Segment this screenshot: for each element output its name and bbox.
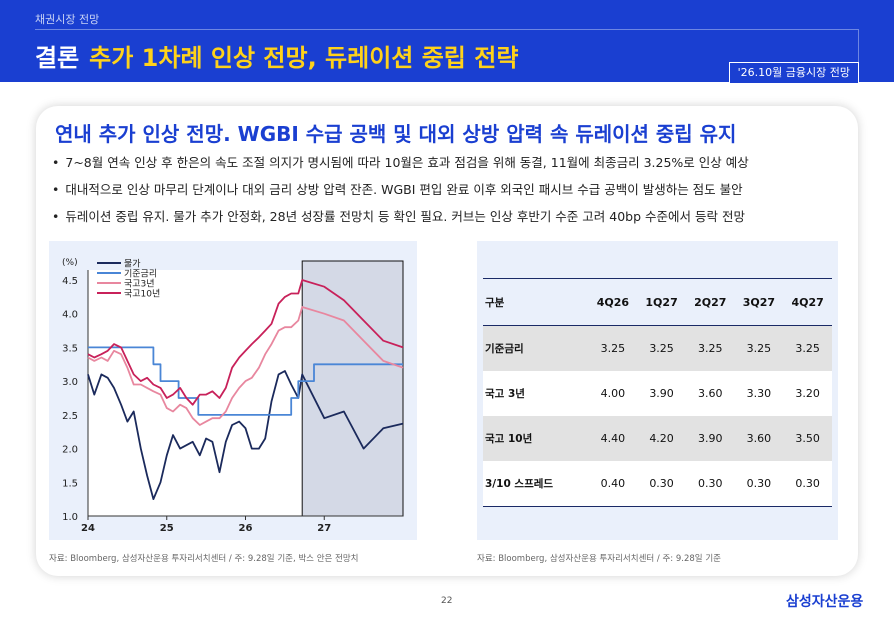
table-row: 국고 3년 4.00 3.90 3.60 3.30 3.20 [483,371,832,416]
table-cell: 3.30 [734,371,784,416]
table-cell: 3.25 [637,325,686,371]
legend-label: 국고10년 [124,289,160,300]
series-line [87,306,404,426]
table-header-cell: 1Q27 [637,278,686,326]
table-cell: 4.40 [588,416,638,461]
table-cell: 0.30 [783,461,832,507]
table-cell: 0.30 [685,461,735,507]
y-tick-label: 4.5 [62,276,78,287]
page-title: 결론 추가 1차례 인상 전망, 듀레이션 중립 전략 [35,38,518,73]
y-tick-label: 4.0 [62,310,78,321]
table-panel: 구분 4Q26 1Q27 2Q27 3Q27 4Q27 기준금리 3.25 3.… [477,241,838,540]
header-divider [35,29,859,30]
series-line [87,279,404,406]
bullet-item: 듀레이션 중립 유지. 물가 추가 안정화, 28년 성장률 전망치 등 확인 … [52,208,749,235]
table-cell: 3.60 [685,371,735,416]
rate-chart: 4.5 4.0 3.5 3.0 2.5 2.0 1.5 1.0 (%) 24 25 26 27 물가기준금… [62,258,404,534]
table-row-label: 3/10 스프레드 [483,461,589,507]
table-header-row: 구분 4Q26 1Q27 2Q27 3Q27 4Q27 [483,278,832,326]
series-line [87,370,404,501]
legend-label: 물가 [124,259,141,270]
y-tick-label: 2.5 [62,411,78,422]
table-row: 기준금리 3.25 3.25 3.25 3.25 3.25 [483,325,832,371]
forecast-box [301,260,404,517]
header-frame [0,29,859,82]
x-tick-label: 26 [239,523,253,534]
table-cell: 3.90 [685,416,735,461]
table-cell: 4.20 [637,416,686,461]
table-cell: 3.25 [734,325,784,371]
table-cell: 3.90 [637,371,686,416]
y-tick-label: 1.5 [62,478,78,489]
y-tick-label: 3.0 [62,377,78,388]
table-cell: 4.00 [588,371,638,416]
table-header-cell: 구분 [483,278,589,326]
bullet-list: 7~8월 연속 인상 후 한은의 속도 조절 의지가 명시됨에 따라 10월은 … [52,154,749,235]
source-note-chart: 자료: Bloomberg, 삼성자산운용 투자리서치센터 / 주: 9.28일… [49,554,359,564]
page-title-text: 추가 1차례 인상 전망, 듀레이션 중립 전략 [89,44,519,72]
bullet-item: 대내적으로 인상 마무리 단계이나 대외 금리 상방 압력 잔존. WGBI 편… [52,181,749,208]
table-cell: 0.40 [588,461,638,507]
section-label: 채권시장 전망 [35,13,100,26]
card-title: 연내 추가 인상 전망. WGBI 수급 공백 및 대외 상방 압력 속 듀레이… [55,122,737,146]
series-line [88,346,403,416]
legend-label: 국고3년 [124,279,155,290]
table-header-cell: 4Q27 [783,278,832,326]
y-tick-label: 2.0 [62,445,78,456]
table-header-cell: 3Q27 [734,278,784,326]
bullet-item: 7~8월 연속 인상 후 한은의 속도 조절 의지가 명시됨에 따라 10월은 … [52,154,748,181]
table-cell: 3.25 [685,325,735,371]
date-tag: '26.10월 금융시장 전망 [728,62,859,84]
table-row-label: 국고 3년 [483,371,589,416]
table-cell: 3.20 [783,371,832,416]
source-note-table: 자료: Bloomberg, 삼성자산운용 투자리서치센터 / 주: 9.28일… [477,554,721,564]
table-cell: 0.30 [734,461,784,507]
table-row: 국고 10년 4.40 4.20 3.90 3.60 3.50 [483,416,832,461]
y-tick-label: 3.5 [62,343,78,354]
page-title-keyword: 결론 [35,44,80,72]
forecast-table: 구분 4Q26 1Q27 2Q27 3Q27 4Q27 기준금리 3.25 3.… [483,278,832,507]
x-tick-label: 27 [317,523,331,534]
table-cell: 3.25 [588,325,638,371]
y-axis-label: (%) [62,258,78,268]
table-header-cell: 2Q27 [685,278,735,326]
table-cell: 0.30 [637,461,686,507]
table-cell: 3.25 [783,325,832,371]
table-cell: 3.50 [783,416,832,461]
header-bar: 채권시장 전망 결론 추가 1차례 인상 전망, 듀레이션 중립 전략 '26.1… [0,0,894,84]
table-cell: 3.60 [734,416,784,461]
y-tick-label: 1.0 [62,512,78,523]
chart-panel: 4.5 4.0 3.5 3.0 2.5 2.0 1.5 1.0 (%) 24 25 26 27 물가 기준금… [49,241,417,540]
legend-label: 기준금리 [124,269,157,280]
x-tick-label: 25 [160,523,174,534]
page-number: 22 [441,596,453,606]
table-row: 3/10 스프레드 0.40 0.30 0.30 0.30 0.30 [483,461,832,507]
table-row-label: 국고 10년 [483,416,589,461]
table-header-cell: 4Q26 [588,278,638,326]
x-tick-label: 24 [81,523,95,534]
table-row-label: 기준금리 [483,325,589,371]
company-logo: 삼성자산운용 [786,594,864,610]
